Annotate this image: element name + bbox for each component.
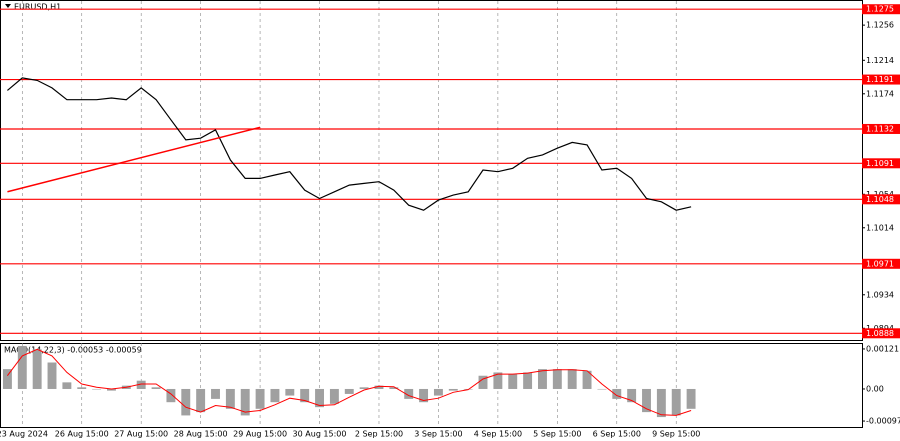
x-tick-label: 30 Aug 15:00 <box>293 430 347 439</box>
x-tick-label: 29 Aug 15:00 <box>233 430 287 439</box>
histogram-bar <box>642 388 651 413</box>
y-tick-label: 1.1174 <box>866 89 894 98</box>
histogram-bar <box>62 382 72 389</box>
histogram-bar <box>419 388 429 403</box>
histogram-bar <box>136 380 146 389</box>
histogram-bar <box>47 362 57 389</box>
level-label: 1.0971 <box>866 259 894 268</box>
histogram-bar <box>2 369 12 389</box>
histogram-bar <box>374 385 384 389</box>
histogram-bar <box>612 388 622 399</box>
level-label: 1.1091 <box>866 159 894 168</box>
symbol-icon <box>5 4 11 8</box>
histogram-bar <box>270 388 280 403</box>
histogram-bar <box>508 374 518 389</box>
histogram-bar <box>315 388 324 408</box>
y-tick-label: 0.00121 <box>866 344 899 353</box>
y-tick-label: 1.1256 <box>866 21 894 30</box>
histogram-bar <box>255 388 265 409</box>
histogram-bar <box>597 388 607 390</box>
histogram-bar <box>32 349 42 389</box>
y-tick-label: 1.0934 <box>866 290 894 299</box>
histogram-bar <box>404 388 414 399</box>
histogram-bar <box>196 388 206 413</box>
y-tick-label: 1.1014 <box>866 223 894 232</box>
trendline <box>7 126 261 193</box>
histogram-bar <box>627 388 637 403</box>
histogram-bar <box>344 388 354 394</box>
level-label-box <box>862 4 900 15</box>
histogram-bar <box>538 369 547 389</box>
level-label: 1.1048 <box>866 195 894 204</box>
level-label: 1.1275 <box>866 5 894 14</box>
histogram-bar <box>433 388 443 396</box>
histogram-bar <box>478 375 488 389</box>
x-tick-label: 5 Sep 15:00 <box>533 430 581 439</box>
x-tick-label: 28 Aug 15:00 <box>174 430 228 439</box>
histogram-bar <box>389 387 399 389</box>
histogram-bar <box>493 372 503 389</box>
main-frame <box>0 0 863 341</box>
histogram-bar <box>285 388 295 396</box>
histogram-bar <box>166 388 176 403</box>
signal-line <box>7 348 692 416</box>
histogram-bar <box>211 388 220 399</box>
y-tick-label: 1.0894 <box>866 324 894 333</box>
histogram-bar <box>582 370 592 389</box>
level-label-box <box>862 74 900 85</box>
histogram-bar <box>329 388 339 404</box>
histogram-bar <box>92 388 102 390</box>
histogram-bar <box>240 388 250 416</box>
level-label-box <box>862 123 900 134</box>
histogram-bar <box>17 345 27 389</box>
x-tick-label: 2 Sep 15:00 <box>355 430 403 439</box>
y-tick-label: 1.1054 <box>866 190 894 199</box>
level-label-box <box>862 258 900 269</box>
y-tick-label: -0.00097 <box>866 417 900 426</box>
level-label-box <box>862 328 900 339</box>
histogram-bar <box>448 388 458 391</box>
histogram-bar <box>552 369 562 389</box>
histogram-bar <box>671 388 681 416</box>
indicator-label: MACD(14,22,3) -0.00053 -0.00059 <box>4 346 142 355</box>
macd-frame <box>0 343 863 428</box>
histogram-bar <box>359 387 369 389</box>
level-label: 1.0888 <box>866 329 894 338</box>
y-tick-label: 0.00 <box>866 384 884 393</box>
x-tick-label: 9 Sep 15:00 <box>652 430 700 439</box>
x-tick-label: 23 Aug 2024 <box>0 430 48 439</box>
level-label-box <box>862 194 900 205</box>
y-tick-label: 1.1214 <box>866 56 894 65</box>
x-tick-label: 26 Aug 15:00 <box>55 430 109 439</box>
histogram-bar <box>523 372 533 389</box>
histogram-bar <box>656 388 666 418</box>
x-tick-label: 4 Sep 15:00 <box>474 430 522 439</box>
x-tick-label: 27 Aug 15:00 <box>114 430 168 439</box>
histogram-bar <box>107 388 116 391</box>
histogram-bar <box>300 388 310 403</box>
histogram-bar <box>151 387 161 389</box>
x-tick-label: 3 Sep 15:00 <box>414 430 462 439</box>
price-line <box>7 77 692 211</box>
level-label: 1.1191 <box>866 75 894 84</box>
histogram-bar <box>77 387 87 389</box>
histogram-bar <box>181 388 191 416</box>
x-tick-label: 6 Sep 15:00 <box>593 430 641 439</box>
histogram-bar <box>225 388 235 409</box>
level-label-box <box>862 158 900 169</box>
level-label: 1.1132 <box>866 124 894 133</box>
histogram-bar <box>567 369 577 389</box>
histogram-bar <box>686 388 696 409</box>
chart-title: EURUSD,H1 <box>14 3 61 12</box>
